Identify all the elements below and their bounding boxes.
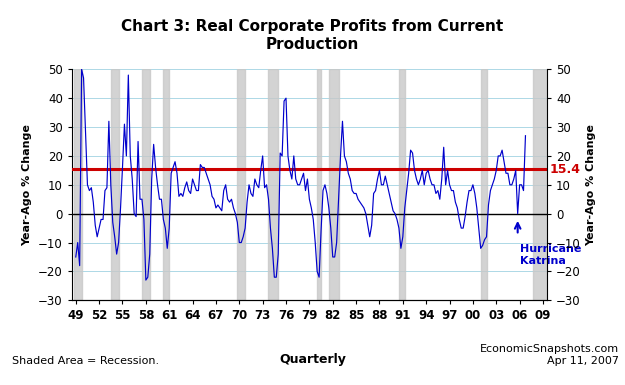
Bar bbox=[111, 69, 119, 300]
Text: Quarterly: Quarterly bbox=[279, 353, 346, 366]
Text: EconomicSnapshots.com
Apr 11, 2007: EconomicSnapshots.com Apr 11, 2007 bbox=[479, 344, 619, 366]
Bar bbox=[533, 69, 547, 300]
Bar bbox=[481, 69, 486, 300]
Bar bbox=[163, 69, 169, 300]
Text: Shaded Area = Recession.: Shaded Area = Recession. bbox=[12, 356, 159, 366]
Y-axis label: Year-Ago % Change: Year-Ago % Change bbox=[586, 124, 596, 246]
Bar bbox=[399, 69, 405, 300]
Bar bbox=[329, 69, 339, 300]
Bar bbox=[269, 69, 278, 300]
Text: 15.4: 15.4 bbox=[549, 163, 580, 176]
Y-axis label: Year-Ago % Change: Year-Ago % Change bbox=[22, 124, 32, 246]
Text: Hurricane
Katrina: Hurricane Katrina bbox=[520, 244, 581, 266]
Bar bbox=[238, 69, 245, 300]
Bar bbox=[74, 69, 82, 300]
Bar bbox=[317, 69, 321, 300]
Text: Chart 3: Real Corporate Profits from Current
Production: Chart 3: Real Corporate Profits from Cur… bbox=[121, 19, 504, 52]
Bar bbox=[142, 69, 150, 300]
